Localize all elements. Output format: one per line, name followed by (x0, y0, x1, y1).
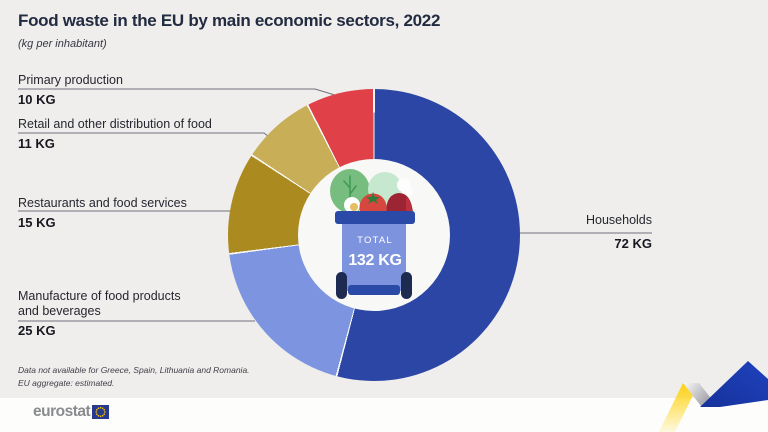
chart-subtitle: (kg per inhabitant) (18, 38, 107, 50)
category-name: Primary production (18, 73, 123, 87)
food-items-icon (330, 169, 413, 221)
eurostat-logo: eurostat (33, 403, 110, 421)
ribbon-decoration-icon (659, 361, 768, 432)
bottom-bar: eurostat (0, 398, 768, 432)
label-manufacture: Manufacture of food products and beverag… (18, 289, 181, 338)
category-value: 72 KG (614, 236, 652, 251)
label-primary-production: Primary production 10 KG (18, 73, 123, 107)
category-name: Households (585, 213, 652, 227)
eurostat-wordmark: eurostat (33, 403, 91, 420)
category-name: Manufacture of food products and beverag… (18, 289, 181, 318)
footnotes: Data not available for Greece, Spain, Li… (18, 364, 250, 389)
ribbon-yellow-stripe (659, 383, 699, 432)
category-value: 15 KG (18, 215, 56, 230)
center-total-label: TOTAL (357, 235, 393, 246)
trash-bin-illustration: TOTAL 132 KG (330, 169, 415, 299)
bin-body-icon (335, 211, 415, 299)
category-value: 11 KG (18, 136, 55, 151)
eu-flag-icon (92, 405, 110, 419)
ribbon-blue-stripe (700, 361, 768, 407)
bin-wheel-icon (336, 272, 347, 299)
label-retail: Retail and other distribution of food 11… (18, 117, 212, 151)
chart-title: Food waste in the EU by main economic se… (18, 11, 441, 30)
footnote-line: EU aggregate: estimated. (18, 377, 115, 388)
category-value: 25 KG (18, 323, 56, 338)
category-value: 10 KG (18, 92, 56, 107)
footnote-line: Data not available for Greece, Spain, Li… (18, 365, 250, 375)
center-total-value: 132 KG (348, 252, 401, 269)
label-households: Households 72 KG (586, 213, 652, 251)
category-name: Restaurants and food services (18, 196, 187, 210)
bin-wheel-icon (401, 272, 412, 299)
label-restaurants: Restaurants and food services 15 KG (18, 196, 187, 230)
category-name: Retail and other distribution of food (18, 117, 212, 131)
